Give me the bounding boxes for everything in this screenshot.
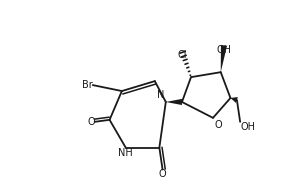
Text: Br: Br [82,80,93,90]
Text: N: N [156,90,164,100]
Text: OH: OH [216,45,232,55]
Text: O: O [87,117,95,127]
Text: Cl: Cl [177,50,187,60]
Text: NH: NH [118,148,133,158]
Polygon shape [230,97,238,103]
Text: O: O [159,170,166,179]
Polygon shape [166,99,182,105]
Text: O: O [215,120,223,130]
Polygon shape [221,45,227,72]
Text: OH: OH [240,122,255,132]
